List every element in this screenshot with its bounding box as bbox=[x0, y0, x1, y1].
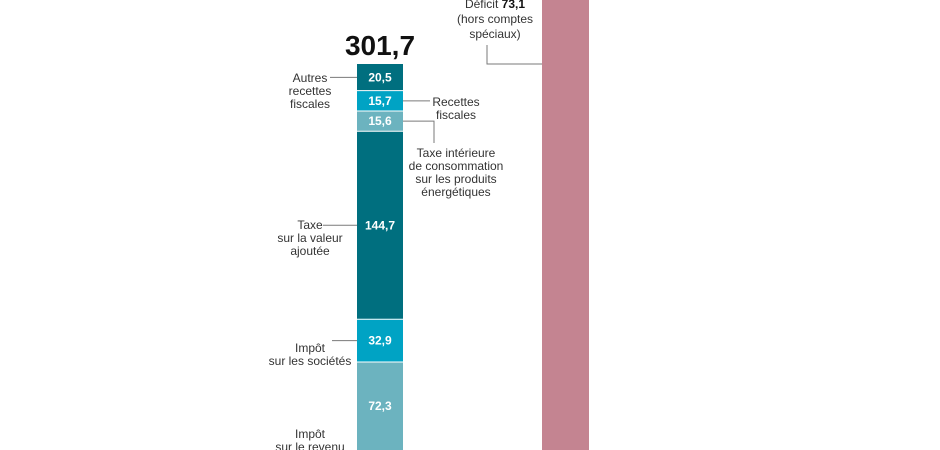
deficit-bar bbox=[542, 0, 589, 450]
annotation-impot-sur-les-societes-line-1: Impôt bbox=[295, 341, 326, 355]
annotation-autres-recettes-fiscales-line-2: recettes bbox=[289, 84, 332, 98]
annotation-recettes-fiscales-line-1: Recettes bbox=[432, 95, 479, 109]
annotation-impot-sur-le-revenu-line-1: Impôt bbox=[295, 427, 326, 441]
segment-value-recettes-fiscales: 15,7 bbox=[368, 94, 392, 108]
segment-taxe-interieure-de-consommation-sur-les-produits-energetiques bbox=[357, 111, 403, 132]
segment-value-autres-recettes-fiscales: 20,5 bbox=[368, 70, 392, 84]
segment-taxe-sur-la-valeur-ajoutee bbox=[357, 131, 403, 320]
revenue-bar: 20,5 15,7 15,6 144,7 32,9 72,3 bbox=[357, 64, 403, 450]
annotation-impot-sur-le-revenu-line-2: sur le revenu bbox=[275, 440, 344, 450]
annotation-taxe-sur-la-valeur-ajoutee-line-2: sur la valeur bbox=[277, 231, 342, 245]
segment-impot-sur-le-revenu bbox=[357, 362, 403, 450]
deficit-label: Déficit 73,1 bbox=[465, 0, 525, 11]
deficit-prefix: Déficit bbox=[465, 0, 502, 11]
annotation-taxe-interieure-de-consommation-sur-les-produits-energetiques-line-3: sur les produits bbox=[415, 172, 496, 186]
annotation-impot-sur-les-societes-line-2: sur les sociétés bbox=[269, 354, 352, 368]
segment-value-taxe-sur-la-valeur-ajoutee: 144,7 bbox=[365, 218, 395, 232]
deficit-value: 73,1 bbox=[502, 0, 526, 11]
segment-impot-sur-les-societes bbox=[357, 319, 403, 363]
deficit-note-line-2: spéciaux) bbox=[469, 27, 520, 41]
leader-taxe-interieure-de-consommation-sur-les-produits-energetiques bbox=[403, 120, 435, 143]
deficit-note-line-1: (hors comptes bbox=[457, 12, 533, 26]
segment-autres-recettes-fiscales bbox=[357, 64, 403, 91]
annotation-recettes-fiscales-line-2: fiscales bbox=[436, 108, 476, 122]
annotation-taxe-interieure-de-consommation-sur-les-produits-energetiques-line-2: de consommation bbox=[409, 159, 504, 173]
annotation-taxe-interieure-de-consommation-sur-les-produits-energetiques-line-4: énergétiques bbox=[421, 185, 490, 199]
annotation-autres-recettes-fiscales-line-1: Autres bbox=[293, 71, 328, 85]
total-value-label: 301,7 bbox=[345, 30, 415, 61]
annotation-taxe-sur-la-valeur-ajoutee-line-3: ajoutée bbox=[290, 244, 330, 258]
annotation-taxe-interieure-de-consommation-sur-les-produits-energetiques-line-1: Taxe intérieure bbox=[417, 146, 496, 160]
deficit-leader-line bbox=[486, 45, 542, 65]
segment-value-impot-sur-le-revenu: 72,3 bbox=[368, 399, 392, 413]
annotation-taxe-sur-la-valeur-ajoutee-line-1: Taxe bbox=[297, 218, 323, 232]
annotation-autres-recettes-fiscales-line-3: fiscales bbox=[290, 97, 330, 111]
segment-value-impot-sur-les-societes: 32,9 bbox=[368, 334, 392, 348]
segment-value-taxe-interieure-de-consommation-sur-les-produits-energetiques: 15,6 bbox=[368, 114, 392, 128]
segment-recettes-fiscales bbox=[357, 90, 403, 112]
